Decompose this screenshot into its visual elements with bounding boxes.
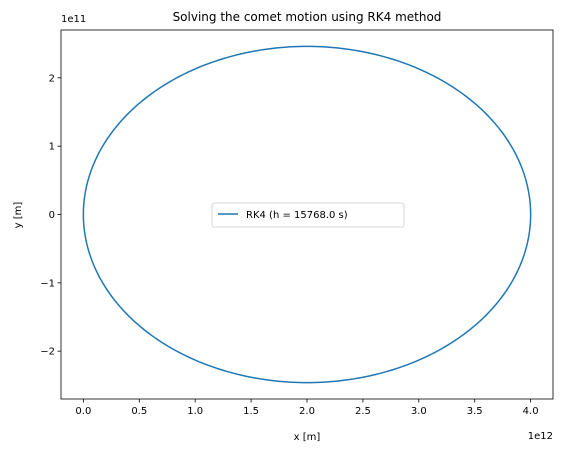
x-tick-label: 0.5: [131, 406, 147, 417]
y-axis-label: y [m]: [13, 202, 24, 229]
x-tick-label: 1.5: [243, 406, 259, 417]
x-tick-label: 2.5: [355, 406, 371, 417]
y-offset-label: 1e11: [61, 14, 86, 25]
y-tick-label: 1: [49, 142, 55, 153]
x-tick-label: 1.0: [187, 406, 203, 417]
x-tick-label: 4.0: [523, 406, 539, 417]
axis-ticks: 0.0 0.5 1.0 1.5 2.0 2.5 3.0 3.5 4.0 −2 −1 0 1 2: [40, 73, 538, 417]
x-tick-label: 3.5: [467, 406, 483, 417]
orbit-line-series: [82, 45, 532, 384]
x-axis-label: x [m]: [294, 432, 321, 443]
legend: RK4 (h = 15768.0 s): [211, 202, 405, 228]
y-tick-label: −1: [40, 278, 55, 289]
x-tick-label: 3.0: [411, 406, 427, 417]
y-tick-label: 0: [49, 210, 55, 221]
chart-title: Solving the comet motion using RK4 metho…: [173, 10, 442, 24]
x-offset-label: 1e12: [528, 431, 553, 442]
legend-label: RK4 (h = 15768.0 s): [246, 210, 348, 221]
x-tick-label: 0.0: [75, 406, 91, 417]
axes-frame: [60, 29, 554, 400]
x-tick-label: 2.0: [299, 406, 315, 417]
plot-area: [82, 45, 532, 384]
y-tick-label: 2: [49, 73, 55, 84]
legend-box: [211, 202, 405, 228]
y-tick-label: −2: [40, 347, 55, 358]
